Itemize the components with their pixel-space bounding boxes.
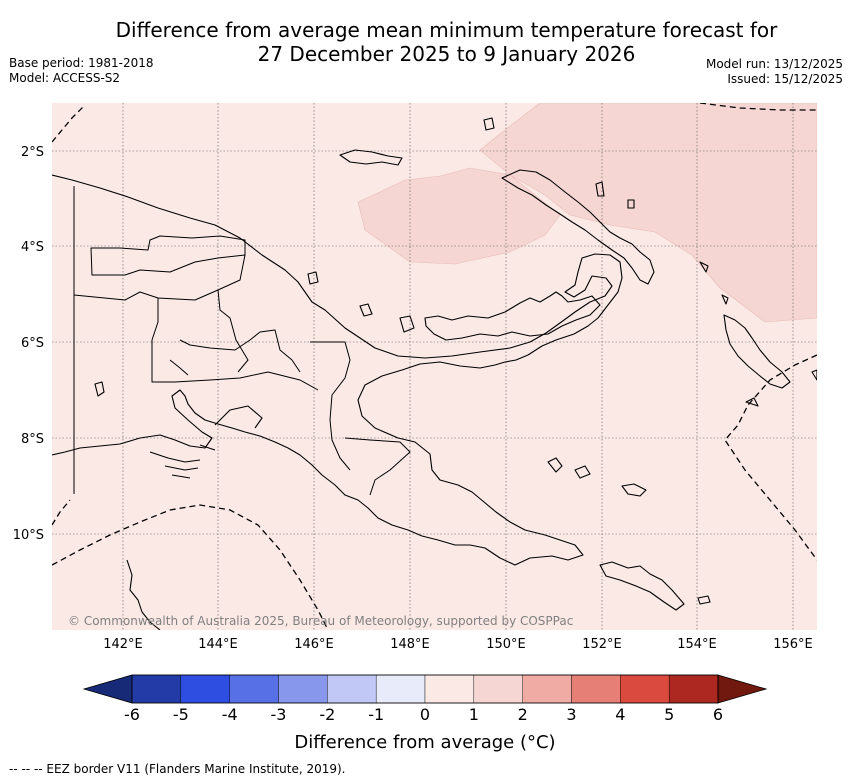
bougainville-coast: [723, 314, 791, 389]
fly-delta: [149, 405, 263, 479]
eez-north-west: [52, 104, 86, 143]
map-figure: © Commonwealth of Australia 2025, Bureau…: [13, 103, 817, 724]
colorbar-tick-label: 5: [664, 705, 674, 724]
lat-labels: 2°S 4°S 6°S 8°S 10°S: [13, 145, 44, 543]
graticule: [52, 103, 817, 630]
colorbar-segment: [522, 674, 572, 704]
eez-south-west: [52, 504, 329, 630]
colorbar-segment: [229, 674, 279, 704]
provincial-boundaries: [73, 235, 411, 496]
colorbar-label: Difference from average (°C): [294, 732, 556, 753]
lon-label: 142°E: [103, 637, 143, 652]
colorbar-tick-label: 3: [566, 705, 576, 724]
lon-label: 150°E: [486, 637, 526, 652]
cape-york-coast: [126, 559, 161, 630]
lon-label: 152°E: [582, 637, 622, 652]
eez-west-south: [52, 499, 71, 526]
issued-date: Issued: 15/12/2025: [727, 72, 843, 86]
colorbar-tick-label: -4: [222, 705, 238, 724]
colorbar-low-extension: [82, 674, 133, 704]
eez-north-east: [699, 103, 817, 111]
eez-borders: [52, 103, 817, 630]
lon-label: 146°E: [294, 637, 334, 652]
colorbar-segment: [375, 674, 426, 704]
lon-labels: 142°E 144°E 146°E 148°E 150°E 152°E 154°…: [103, 637, 813, 652]
eez-east: [724, 354, 817, 561]
manus-island-coast: [339, 149, 403, 166]
colorbar-segment: [180, 674, 230, 704]
lat-label: 2°S: [21, 145, 44, 160]
meta-right: Model run: 13/12/2025 Issued: 15/12/2025: [706, 57, 843, 87]
title-line-1: Difference from average mean minimum tem…: [115, 18, 778, 42]
colorbar-tick-label: 1: [469, 705, 479, 724]
anomaly-region: [357, 103, 817, 323]
boundaries: [73, 186, 411, 496]
new-britain-coast: [424, 291, 601, 341]
colorbar-frame: [131, 674, 719, 704]
colorbar-tick-label: 2: [518, 705, 528, 724]
colorbar-segment: [278, 674, 328, 704]
lon-label: 148°E: [390, 637, 430, 652]
lon-label: 144°E: [198, 637, 238, 652]
chart-title: Difference from average mean minimum tem…: [95, 18, 798, 66]
eez-legend: -- -- -- EEZ border V11 (Flanders Marine…: [9, 762, 346, 776]
copyright-notice: © Commonwealth of Australia 2025, Bureau…: [68, 614, 573, 628]
colorbar: -6 -5 -4 -3 -2 -1 0 1 2 3 4 5 6: [82, 674, 768, 724]
meta-left: Base period: 1981-2018 Model: ACCESS-S2: [9, 56, 154, 86]
colorbar-segment: [620, 674, 670, 704]
colorbar-segments: [131, 674, 719, 704]
colorbar-segment: [327, 674, 377, 704]
colorbar-tick-label: -5: [173, 705, 189, 724]
colorbar-segment: [571, 674, 621, 704]
base-period: Base period: 1981-2018: [9, 56, 154, 70]
lat-label: 6°S: [21, 336, 44, 351]
lat-label: 8°S: [21, 432, 44, 447]
new-guinea-coast: [52, 174, 623, 566]
coastlines: [52, 117, 817, 630]
colorbar-high-extension: [717, 674, 768, 704]
small-islands: [94, 117, 817, 605]
colorbar-segment: [424, 674, 475, 704]
model-name: Model: ACCESS-S2: [9, 71, 121, 85]
colorbar-ticks: -6 -5 -4 -3 -2 -1 0 1 2 3 4 5 6: [124, 705, 723, 724]
colorbar-tick-label: -2: [319, 705, 335, 724]
new-ireland-coast: [501, 169, 655, 285]
colorbar-tick-label: 6: [713, 705, 723, 724]
colorbar-tick-label: -3: [271, 705, 287, 724]
colorbar-segment: [473, 674, 523, 704]
model-run: Model run: 13/12/2025: [705, 57, 843, 71]
colorbar-segment: [668, 674, 719, 704]
dentrecasteaux-islands: [547, 457, 685, 611]
lon-label: 156°E: [773, 637, 813, 652]
colorbar-tick-label: 4: [615, 705, 625, 724]
title-line-2: 27 December 2025 to 9 January 2026: [257, 42, 636, 66]
lon-label: 154°E: [677, 637, 717, 652]
colorbar-tick-label: -1: [368, 705, 384, 724]
colorbar-segment: [131, 674, 182, 704]
lat-label: 4°S: [21, 240, 44, 255]
colorbar-tick-label: 0: [420, 705, 430, 724]
colorbar-tick-label: -6: [124, 705, 140, 724]
lat-label: 10°S: [13, 528, 44, 543]
